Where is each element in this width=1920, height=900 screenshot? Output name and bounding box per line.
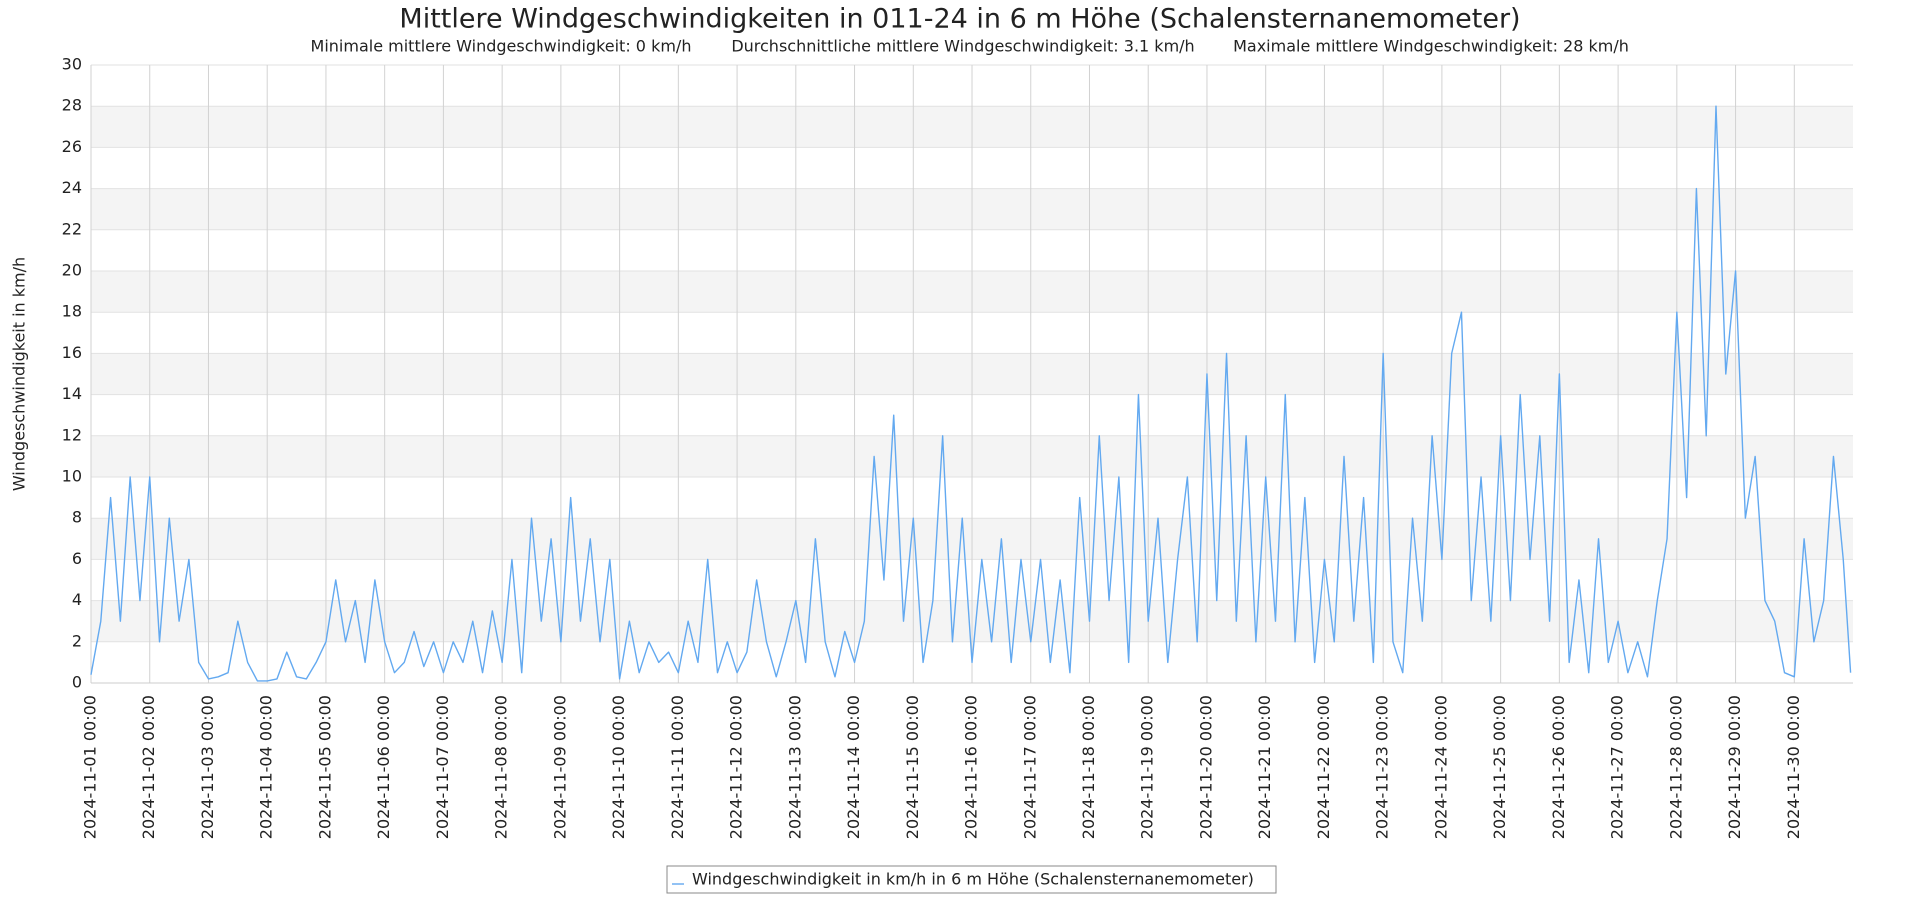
y-tick-label: 26	[62, 137, 82, 156]
chart-subtitle: Durchschnittliche mittlere Windgeschwind…	[731, 37, 1194, 56]
x-tick-label: 2024-11-21 00:00	[1255, 695, 1274, 839]
x-tick-label: 2024-11-07 00:00	[433, 695, 452, 839]
y-tick-label: 8	[72, 508, 82, 527]
x-tick-label: 2024-11-20 00:00	[1196, 695, 1215, 839]
x-tick-label: 2024-11-28 00:00	[1666, 695, 1685, 839]
chart-title: Mittlere Windgeschwindigkeiten in 011-24…	[399, 4, 1520, 35]
x-tick-label: 2024-11-05 00:00	[315, 695, 334, 839]
x-tick-label: 2024-11-13 00:00	[785, 695, 804, 839]
y-tick-label: 0	[72, 673, 82, 692]
x-tick-label: 2024-11-10 00:00	[609, 695, 628, 839]
x-tick-label: 2024-11-14 00:00	[844, 695, 863, 839]
y-tick-label: 28	[62, 96, 82, 115]
x-tick-label: 2024-11-06 00:00	[374, 695, 393, 839]
x-tick-label: 2024-11-02 00:00	[139, 695, 158, 839]
x-tick-label: 2024-11-23 00:00	[1373, 695, 1392, 839]
y-tick-label: 12	[62, 425, 82, 444]
y-tick-label: 2	[72, 631, 82, 650]
y-tick-label: 16	[62, 343, 82, 362]
x-tick-label: 2024-11-24 00:00	[1431, 695, 1450, 839]
y-tick-label: 30	[62, 55, 82, 74]
x-tick-label: 2024-11-25 00:00	[1490, 695, 1509, 839]
x-tick-label: 2024-11-27 00:00	[1608, 695, 1627, 839]
chart-subtitle: Minimale mittlere Windgeschwindigkeit: 0…	[311, 37, 692, 56]
x-tick-label: 2024-11-17 00:00	[1020, 695, 1039, 839]
x-tick-label: 2024-11-01 00:00	[81, 695, 100, 839]
y-tick-label: 24	[62, 178, 82, 197]
x-tick-label: 2024-11-22 00:00	[1314, 695, 1333, 839]
y-tick-label: 20	[62, 261, 82, 280]
x-tick-label: 2024-11-11 00:00	[668, 695, 687, 839]
x-tick-label: 2024-11-29 00:00	[1725, 695, 1744, 839]
x-tick-label: 2024-11-12 00:00	[727, 695, 746, 839]
x-tick-label: 2024-11-16 00:00	[962, 695, 981, 839]
y-axis-label: Windgeschwindigkeit in km/h	[10, 257, 29, 491]
x-tick-label: 2024-11-30 00:00	[1784, 695, 1803, 839]
legend-label: Windgeschwindigkeit in km/h in 6 m Höhe …	[692, 870, 1254, 889]
x-tick-label: 2024-11-08 00:00	[492, 695, 511, 839]
x-tick-label: 2024-11-09 00:00	[550, 695, 569, 839]
chart-subtitle: Maximale mittlere Windgeschwindigkeit: 2…	[1233, 37, 1629, 56]
y-tick-label: 14	[62, 384, 82, 403]
x-tick-label: 2024-11-19 00:00	[1138, 695, 1157, 839]
y-tick-label: 10	[62, 467, 82, 486]
y-tick-label: 18	[62, 302, 82, 321]
x-tick-label: 2024-11-18 00:00	[1079, 695, 1098, 839]
x-tick-label: 2024-11-04 00:00	[257, 695, 276, 839]
y-tick-label: 4	[72, 590, 82, 609]
data-line	[90, 105, 1852, 682]
x-tick-label: 2024-11-03 00:00	[198, 695, 217, 839]
y-tick-label: 22	[62, 219, 82, 238]
x-tick-label: 2024-11-26 00:00	[1549, 695, 1568, 839]
legend-box	[666, 865, 1277, 894]
x-tick-label: 2024-11-15 00:00	[903, 695, 922, 839]
y-tick-label: 6	[72, 549, 82, 568]
